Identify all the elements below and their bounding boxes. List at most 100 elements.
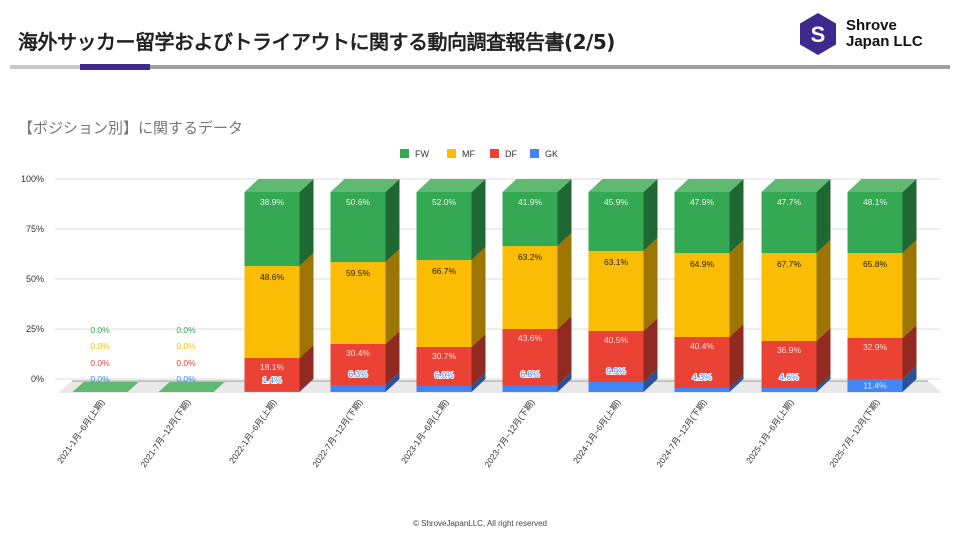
bar-segment-mf — [761, 253, 817, 341]
data-label-gk: 0.0% — [176, 374, 196, 384]
legend-swatch-fw — [400, 149, 409, 158]
bar-top-face — [244, 179, 314, 192]
data-label-fw: 48.1% — [863, 197, 888, 207]
bar-segment-fw — [761, 192, 817, 253]
x-tick-label: 2023-1月~6月(上期) — [399, 397, 451, 465]
data-label-gk: 6.8% — [520, 369, 540, 379]
legend-label-df: DF — [505, 149, 517, 159]
bar-segment-mf — [502, 246, 558, 329]
bar-side-fw — [299, 179, 314, 266]
bar-segment-df — [416, 347, 472, 386]
bar-segment-gk — [244, 391, 300, 392]
data-label-gk: 6.3% — [348, 369, 368, 379]
data-label-fw: 45.9% — [604, 197, 629, 207]
bar-side-df — [816, 328, 831, 388]
data-label-mf: 0.0% — [90, 341, 110, 351]
bar-side-mf — [816, 240, 831, 341]
data-label-mf: 67.7% — [777, 259, 802, 269]
bar-side-mf — [385, 249, 400, 344]
y-tick-label: 0% — [31, 374, 44, 384]
bar-segment-fw — [416, 192, 472, 260]
data-label-df: 30.7% — [432, 351, 457, 361]
bar-top-face — [416, 179, 486, 192]
bar-segment-fw — [588, 192, 644, 251]
legend-swatch-gk — [530, 149, 539, 158]
bar-segment-fw — [244, 192, 300, 266]
bar-side-fw — [643, 179, 658, 251]
bar-empty-slab — [72, 382, 139, 392]
x-tick-label: 2025-7月~12月(下期) — [827, 397, 881, 469]
bar-segment-mf — [416, 260, 472, 347]
bar-segment-mf — [244, 266, 300, 358]
x-tick-label: 2024-1月~6月(上期) — [571, 397, 623, 465]
bar-side-fw — [902, 179, 917, 253]
copyright-footer: © ShroveJapanLLC, All right reserved — [413, 519, 547, 528]
data-label-fw: 50.6% — [346, 197, 371, 207]
bar-segment-mf — [588, 251, 644, 331]
bar-segment-fw — [330, 192, 386, 262]
data-label-df: 40.4% — [690, 341, 715, 351]
data-label-fw: 47.9% — [690, 197, 715, 207]
logo-hexagon-icon: S — [800, 13, 836, 55]
data-label-gk: 4.6% — [779, 372, 799, 382]
data-label-df: 36.9% — [777, 345, 802, 355]
bar-side-fw — [816, 179, 831, 253]
bar-side-fw — [385, 179, 400, 262]
bar-segment-mf — [330, 262, 386, 344]
data-label-mf: 0.0% — [176, 341, 196, 351]
bar-top-face — [502, 179, 572, 192]
data-label-fw: 52.0% — [432, 197, 457, 207]
bar-side-mf — [643, 238, 658, 331]
bar-side-df — [729, 324, 744, 388]
data-label-df: 0.0% — [90, 358, 110, 368]
bar-segment-df — [330, 344, 386, 385]
data-label-df: 0.0% — [176, 358, 196, 368]
legend-label-gk: GK — [545, 149, 558, 159]
bar-side-gk — [643, 369, 658, 392]
bar-segment-df — [761, 341, 817, 388]
bar-side-gk — [471, 373, 486, 392]
bar-segment-gk — [330, 385, 386, 392]
bar-segment-mf — [847, 253, 903, 338]
x-tick-label: 2022-1月~6月(上期) — [227, 397, 279, 465]
data-label-gk: 4.3% — [692, 372, 712, 382]
bar-segment-fw — [847, 192, 903, 253]
data-label-gk: 11.4% — [863, 381, 887, 391]
bar-side-df — [643, 318, 658, 382]
data-label-fw: 38.9% — [260, 197, 285, 207]
bar-side-df — [557, 316, 572, 385]
data-label-df: 18.1% — [260, 362, 285, 372]
bar-segment-df — [588, 331, 644, 382]
x-tick-label: 2022-7月~12月(下期) — [310, 397, 364, 469]
data-label-mf: 59.5% — [346, 268, 371, 278]
bar-side-mf — [299, 253, 314, 358]
bar-top-face — [761, 179, 831, 192]
company-logo: S Shrove Japan LLC — [798, 12, 923, 56]
x-tick-label: 2021-1月~6月(上期) — [55, 397, 107, 465]
bar-side-gk — [299, 378, 314, 392]
page-title: 海外サッカー留学およびトライアウトに関する動向調査報告書(2/5) — [18, 30, 615, 54]
bar-side-mf — [729, 240, 744, 337]
data-label-fw: 47.7% — [777, 197, 802, 207]
legend-swatch-df — [490, 149, 499, 158]
bar-segment-df — [502, 329, 558, 385]
data-label-fw: 41.9% — [518, 197, 543, 207]
data-label-mf: 48.6% — [260, 272, 285, 282]
progress-segment-done — [10, 65, 80, 69]
x-tick-label: 2021-7月~12月(下期) — [138, 397, 192, 469]
data-label-df: 32.9% — [863, 342, 888, 352]
bar-segment-gk — [588, 382, 644, 392]
data-label-gk: 6.0% — [434, 370, 454, 380]
bar-side-df — [299, 345, 314, 391]
data-label-gk: 1.4% — [262, 375, 282, 385]
bar-segment-gk — [674, 388, 730, 392]
bar-side-gk — [729, 375, 744, 392]
bar-segment-mf — [674, 253, 730, 337]
bar-side-gk — [902, 366, 917, 392]
x-tick-label: 2023-7月~12月(下期) — [482, 397, 536, 469]
data-label-mf: 63.1% — [604, 257, 629, 267]
bar-side-df — [385, 331, 400, 385]
bar-side-gk — [385, 372, 400, 392]
bar-top-face — [588, 179, 658, 192]
progress-segment-current — [80, 64, 150, 70]
